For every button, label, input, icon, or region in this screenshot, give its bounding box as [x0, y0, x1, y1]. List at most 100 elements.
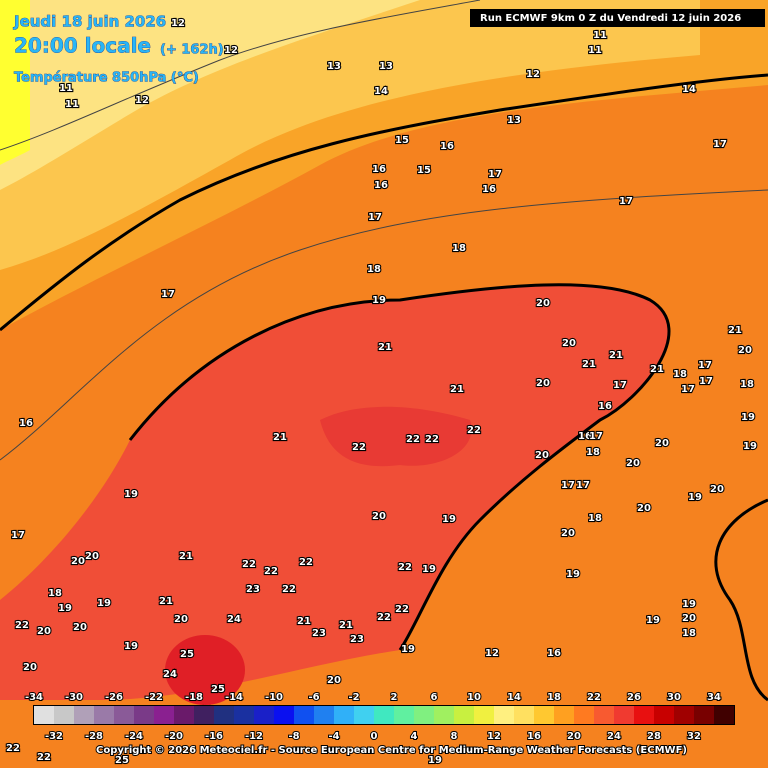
- scale-label: 28: [647, 731, 661, 742]
- scale-swatch: [334, 706, 354, 724]
- contour-label: 18: [673, 369, 687, 380]
- contour-label: 19: [428, 755, 442, 766]
- contour-label: 12: [224, 45, 238, 56]
- contour-label: 17: [488, 169, 502, 180]
- scale-label: 22: [587, 692, 601, 703]
- contour-label: 16: [19, 418, 33, 429]
- scale-swatch: [574, 706, 594, 724]
- contour-label: 13: [507, 115, 521, 126]
- scale-swatch: [34, 706, 54, 724]
- contour-label: 21: [339, 620, 353, 631]
- scale-swatch: [234, 706, 254, 724]
- contour-label: 20: [536, 378, 550, 389]
- scale-swatch: [54, 706, 74, 724]
- scale-label: -16: [205, 731, 223, 742]
- cold-zone: [0, 0, 30, 165]
- scale-swatch: [394, 706, 414, 724]
- contour-label: 21: [609, 350, 623, 361]
- scale-label: -20: [165, 731, 183, 742]
- contour-label: 19: [124, 641, 138, 652]
- contour-label: 19: [372, 295, 386, 306]
- contour-label: 21: [159, 596, 173, 607]
- isotherm: [128, 283, 671, 651]
- contour-label: 20: [682, 613, 696, 624]
- scale-label: -18: [185, 692, 203, 703]
- scale-swatch: [314, 706, 334, 724]
- contour-label: 21: [450, 384, 464, 395]
- variable: Température 850hPa (°C): [14, 71, 199, 86]
- contour-label: 13: [327, 61, 341, 72]
- contour-label: 19: [58, 603, 72, 614]
- scale-swatch: [674, 706, 694, 724]
- scale-label: 4: [411, 731, 418, 742]
- contour-label: 19: [566, 569, 580, 580]
- contour-label: 17: [619, 196, 633, 207]
- color-scale: -34 -30 -26 -22 -18 -14 -10 -6 -2 2 6 10 14 18 22 26 30 3…: [24, 691, 735, 743]
- scale-label: 34: [707, 692, 721, 703]
- contour-label: 17: [698, 360, 712, 371]
- contour-label: 19: [688, 492, 702, 503]
- contour-label: 23: [312, 628, 326, 639]
- contour-label: 17: [613, 380, 627, 391]
- contour-label: 18: [588, 513, 602, 524]
- time: 20:00 locale: [14, 34, 151, 58]
- contour-label: 17: [161, 289, 175, 300]
- contour-label: 20: [536, 298, 550, 309]
- scale-swatch: [634, 706, 654, 724]
- contour-label: 20: [562, 338, 576, 349]
- lead: (+ 162h): [160, 43, 224, 58]
- contour-label: 14: [682, 84, 696, 95]
- contour-label: 22: [15, 620, 29, 631]
- scale-swatch: [74, 706, 94, 724]
- contour-label: 23: [246, 584, 260, 595]
- contour-label: 20: [710, 484, 724, 495]
- scale-label: -22: [145, 692, 163, 703]
- contour-label: 22: [406, 434, 420, 445]
- contour-label: 22: [352, 442, 366, 453]
- contour-label: 20: [738, 345, 752, 356]
- contour-label: 12: [526, 69, 540, 80]
- scale-swatch: [374, 706, 394, 724]
- contour-label: 14: [374, 86, 388, 97]
- scale-swatch: [614, 706, 634, 724]
- contour-label: 15: [395, 135, 409, 146]
- contour-label: 18: [682, 628, 696, 639]
- contour-label: 17: [561, 480, 575, 491]
- contour-label: 22: [37, 752, 51, 763]
- contour-label: 22: [395, 604, 409, 615]
- scale-label: -8: [288, 731, 299, 742]
- contour-label: 25: [211, 684, 225, 695]
- contour-label: 17: [589, 431, 603, 442]
- scale-label: -30: [65, 692, 83, 703]
- scale-swatch: [254, 706, 274, 724]
- contour-label: 11: [65, 99, 79, 110]
- scale-label: -4: [328, 731, 339, 742]
- contour-label: 18: [367, 264, 381, 275]
- contour-label: 12: [171, 18, 185, 29]
- scale-swatch: [134, 706, 154, 724]
- scale-label: 10: [467, 692, 481, 703]
- scale-label: 18: [547, 692, 561, 703]
- contour-label: 17: [576, 480, 590, 491]
- scale-swatch: [354, 706, 374, 724]
- scale-swatch: [654, 706, 674, 724]
- hot-spot: [165, 635, 245, 705]
- scale-swatch: [174, 706, 194, 724]
- contour-label: 22: [299, 557, 313, 568]
- contour-label: 17: [681, 384, 695, 395]
- scale-label: -10: [265, 692, 283, 703]
- contour-label: 15: [417, 165, 431, 176]
- scale-swatch: [214, 706, 234, 724]
- contour-label: 18: [48, 588, 62, 599]
- contour-label: 21: [650, 364, 664, 375]
- contour-label: 17: [699, 376, 713, 387]
- contour-label: 20: [637, 503, 651, 514]
- contour-label: 19: [682, 599, 696, 610]
- contour-label: 11: [588, 45, 602, 56]
- contour-label: 22: [264, 566, 278, 577]
- scale-label: -14: [225, 692, 243, 703]
- contour-label: 20: [85, 551, 99, 562]
- contour-label: 21: [297, 616, 311, 627]
